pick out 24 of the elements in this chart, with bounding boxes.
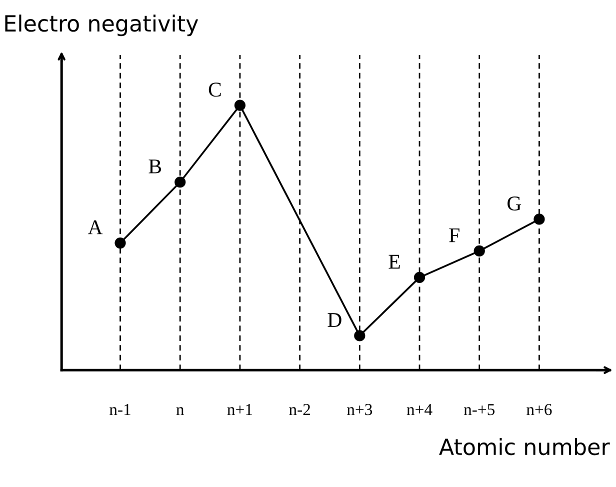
point bbox=[474, 245, 485, 257]
annotation: G bbox=[508, 196, 522, 211]
annotation: A bbox=[88, 220, 103, 234]
point bbox=[114, 237, 126, 249]
annotation: D bbox=[328, 313, 342, 327]
x-tick-label: n+6 bbox=[526, 404, 552, 416]
x-tick-label: n-1 bbox=[110, 404, 130, 416]
x-tick-label: n+3 bbox=[347, 404, 372, 416]
annotation: B bbox=[148, 160, 162, 174]
point bbox=[234, 100, 246, 111]
annotation: E bbox=[388, 254, 400, 269]
x-tick-label: n bbox=[176, 407, 184, 416]
x-axis-title: Atomic number bbox=[439, 438, 610, 456]
x-tick-label: n-+5 bbox=[464, 404, 495, 416]
x-tick-label: n+1 bbox=[227, 404, 252, 416]
x-tick-label: n+4 bbox=[406, 404, 432, 416]
annotation: F bbox=[449, 228, 460, 242]
x-tick-label: n-2 bbox=[289, 404, 310, 416]
annotation: C bbox=[208, 82, 221, 97]
point bbox=[414, 272, 426, 284]
point bbox=[174, 176, 186, 188]
y-axis-title: Electro negativity bbox=[5, 14, 198, 36]
point bbox=[354, 330, 366, 342]
point bbox=[534, 214, 545, 225]
